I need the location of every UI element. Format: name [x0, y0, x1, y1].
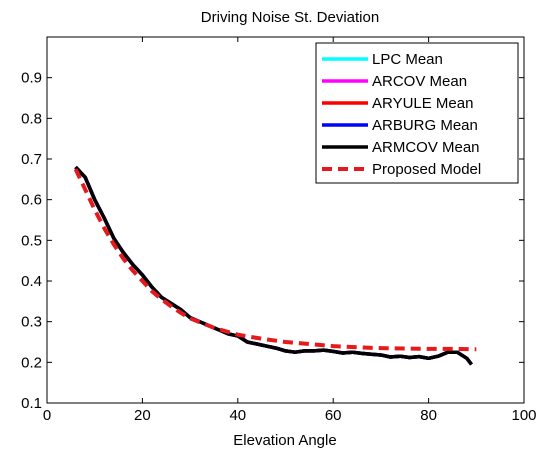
y-tick-label: 0.3 — [21, 314, 42, 331]
x-tick-label: 80 — [420, 407, 437, 424]
legend-box — [315, 42, 519, 184]
y-tick-label: 0.2 — [21, 354, 42, 371]
x-axis: 0 20 40 60 80 100 — [43, 37, 537, 424]
legend-label-1: ARCOV Mean — [372, 73, 467, 90]
y-tick-label: 0.7 — [21, 151, 42, 168]
series-lines — [73, 165, 477, 366]
chart-title: Driving Noise St. Deviation — [201, 9, 379, 26]
y-tick-label: 0.1 — [21, 395, 42, 412]
x-tick-label: 100 — [511, 407, 536, 424]
legend-label-2: ARYULE Mean — [372, 95, 473, 112]
series-line-5 — [73, 168, 477, 352]
legend: LPC Mean ARCOV Mean ARYULE Mean ARBURG Mean… — [315, 42, 519, 184]
y-tick-label: 0.6 — [21, 192, 42, 209]
y-tick-label: 0.5 — [21, 232, 42, 249]
x-tick-label: 0 — [43, 407, 51, 424]
y-tick-label: 0.9 — [21, 70, 42, 87]
y-tick-label: 0.8 — [21, 110, 42, 127]
x-tick-label: 40 — [229, 407, 246, 424]
legend-label-5: Proposed Model — [372, 161, 481, 178]
legend-label-0: LPC Mean — [372, 51, 443, 68]
x-axis-label: Elevation Angle — [233, 432, 336, 449]
x-tick-label: 60 — [325, 407, 342, 424]
series-line-4 — [74, 165, 473, 366]
x-tick-label: 20 — [134, 407, 151, 424]
legend-label-3: ARBURG Mean — [372, 117, 478, 134]
y-axis: 0.1 0.2 0.3 0.4 0.5 0.6 0.7 0.8 0.9 — [21, 70, 524, 412]
y-tick-label: 0.4 — [21, 273, 42, 290]
legend-label-4: ARMCOV Mean — [372, 139, 480, 156]
